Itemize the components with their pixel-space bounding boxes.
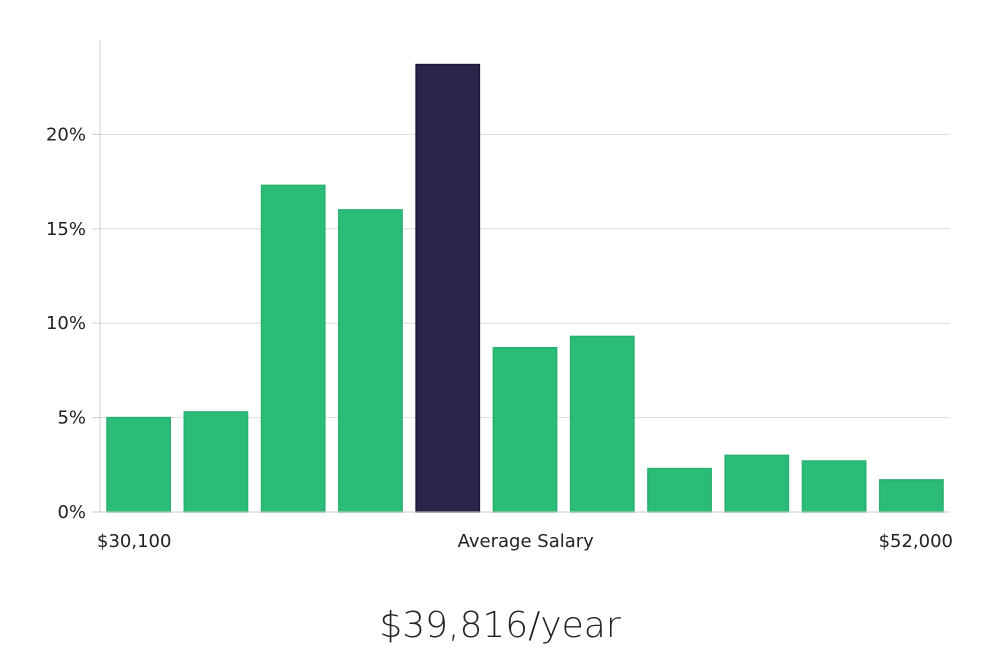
bar-bin-9 — [724, 454, 790, 513]
y-tick-label: 5% — [57, 408, 86, 429]
bar-bin-6 — [492, 346, 558, 513]
bar-bin-2 — [183, 411, 249, 513]
y-tick-label: 20% — [46, 124, 86, 145]
bar-bin-4 — [338, 209, 403, 513]
x-label-average: Average Salary — [458, 531, 595, 552]
y-tick-label: 10% — [46, 313, 86, 334]
bar-average-bin — [415, 63, 481, 513]
average-salary-value: $39,816/year — [379, 605, 621, 646]
x-label-max: $52,000 — [879, 531, 953, 552]
chart-svg: 0% 5% 10% 15% 20% $30,100 Average Salary $52,00… — [46, 40, 953, 552]
bar-bin-3 — [260, 184, 326, 513]
y-tick-label: 15% — [46, 219, 86, 240]
bar-bin-1 — [106, 416, 172, 513]
axis-layer — [92, 40, 950, 513]
bar-bin-8 — [647, 467, 712, 513]
bar-bin-10 — [801, 460, 867, 513]
bar-bin-11 — [878, 479, 944, 513]
y-tick-label: 0% — [57, 502, 86, 523]
bar-bin-7 — [569, 335, 635, 513]
x-label-min: $30,100 — [97, 531, 171, 552]
salary-histogram-chart: 0% 5% 10% 15% 20% $30,100 Average Salary $52,00… — [46, 40, 953, 552]
label-layer: 0% 5% 10% 15% 20% $30,100 Average Salary $52,00… — [46, 124, 953, 552]
bar-layer — [106, 63, 944, 513]
